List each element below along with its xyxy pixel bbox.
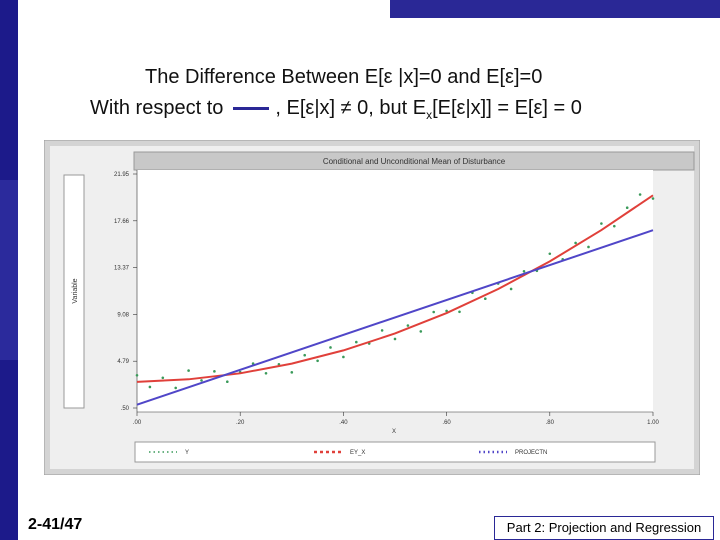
scatter-point bbox=[148, 385, 152, 389]
subtitle-tail: [E[ε|x]] = E[ε] = 0 bbox=[432, 97, 582, 119]
scatter-point bbox=[264, 372, 268, 375]
scatter-point bbox=[432, 310, 436, 314]
x-tick-label: .20 bbox=[236, 420, 245, 426]
scatter-point bbox=[213, 370, 216, 373]
scatter-point bbox=[419, 330, 423, 333]
x-tick-label: 1.00 bbox=[647, 420, 659, 426]
scatter-point bbox=[548, 252, 552, 256]
top-bar bbox=[390, 0, 720, 18]
plot-area bbox=[137, 170, 653, 412]
scatter-point bbox=[484, 297, 487, 300]
projection-symbol bbox=[233, 107, 270, 111]
scatter-point bbox=[638, 193, 642, 196]
subtitle-main: , E[ε|x] ≠ 0, but E bbox=[275, 97, 427, 119]
scatter-point bbox=[303, 353, 307, 357]
chart-title: Conditional and Unconditional Mean of Di… bbox=[323, 157, 506, 166]
chart: Conditional and Unconditional Mean of Di… bbox=[44, 140, 700, 475]
y-tick-label: 4.79 bbox=[117, 359, 129, 365]
y-tick-label: 9.08 bbox=[117, 312, 129, 318]
x-tick-label: .60 bbox=[442, 420, 451, 426]
scatter-point bbox=[651, 197, 655, 200]
slide-number: 2-41/47 bbox=[28, 516, 83, 533]
scatter-point bbox=[226, 380, 229, 384]
ylabel-box bbox=[63, 174, 85, 409]
x-tick-label: .40 bbox=[339, 420, 348, 426]
subtitle: With respect to , E[ε|x] ≠ 0, but Ex[E[ε|… bbox=[90, 97, 582, 122]
scatter-point bbox=[355, 340, 358, 344]
scatter-point bbox=[200, 379, 203, 382]
side-bar-segment bbox=[0, 180, 18, 360]
scatter-point bbox=[509, 287, 513, 291]
scatter-point bbox=[393, 337, 397, 341]
scatter-point bbox=[613, 224, 616, 228]
series-line bbox=[136, 229, 654, 406]
scatter-point bbox=[174, 386, 177, 390]
x-axis-label: X bbox=[392, 429, 396, 435]
scatter-point bbox=[574, 241, 577, 245]
scatter-point bbox=[600, 222, 603, 225]
scatter-point bbox=[458, 310, 461, 314]
scatter-point bbox=[329, 346, 332, 349]
x-tick-label: .00 bbox=[133, 420, 142, 426]
scatter-point bbox=[187, 369, 190, 372]
legend-label: PROJECTN bbox=[515, 450, 547, 456]
scatter-point bbox=[445, 309, 448, 313]
title: The Difference Between E[ε |x]=0 and E[ε… bbox=[145, 66, 543, 88]
scatter-point bbox=[587, 245, 590, 249]
y-tick-label: 21.95 bbox=[114, 172, 130, 178]
subtitle-lead: With respect to bbox=[90, 97, 224, 119]
y-axis-label: Variable bbox=[72, 278, 79, 303]
scatter-point bbox=[290, 371, 294, 374]
y-tick-label: 17.66 bbox=[114, 219, 130, 225]
x-tick-label: .80 bbox=[546, 420, 555, 426]
legend-label: Y bbox=[185, 450, 189, 456]
scatter-point bbox=[342, 355, 345, 359]
scatter-point bbox=[161, 376, 165, 380]
scatter-point bbox=[380, 329, 384, 332]
y-tick-label: 13.37 bbox=[114, 266, 130, 272]
y-tick-label: .50 bbox=[121, 406, 130, 412]
subtitle-sub: x bbox=[426, 108, 433, 122]
legend-label: EY_X bbox=[350, 450, 365, 456]
legend bbox=[134, 441, 656, 463]
scatter-point bbox=[135, 373, 139, 377]
scatter-point bbox=[625, 206, 629, 210]
scatter-point bbox=[406, 324, 410, 327]
footer-box: Part 2: Projection and Regression bbox=[494, 516, 714, 540]
scatter-point bbox=[316, 359, 319, 363]
scatter-point bbox=[522, 270, 526, 273]
